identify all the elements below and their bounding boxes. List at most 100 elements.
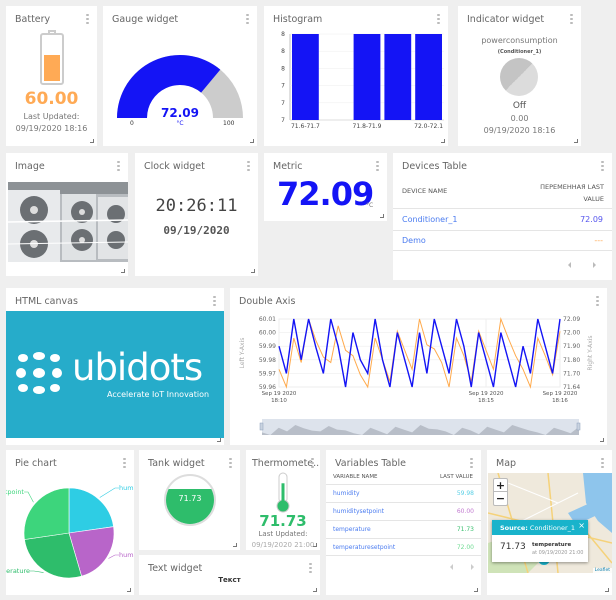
resize-handle[interactable] [600,438,604,442]
popup-source: Conditioner_1 [529,524,575,532]
widget-title: Thermomete... [252,458,320,469]
left-y-tick-label: 59.98 [259,357,276,364]
widget-title: Tank widget [148,458,205,469]
pie-label-connector [30,570,44,573]
widget-menu-icon[interactable] [229,458,232,468]
widget-title: Image [15,161,45,172]
map-attribution-link[interactable]: Leaflet [592,568,612,573]
gauge-value: 72.09 [161,106,199,120]
widget-menu-icon[interactable] [601,458,604,468]
tank-gauge: 71.73 [164,474,216,526]
double-axis-chart: 60.01 72.09 60.00 72.00 59.99 71.90 59.98 71.80… [239,316,594,435]
x-tick-label: Sep 19 2020 [262,391,297,397]
image-widget: Image [6,153,128,276]
ubidots-banner: ubidots Accelerate IoT Innovation [6,311,224,438]
resize-handle[interactable] [121,269,125,273]
pie-chart: humidit hum temperature tpoint [6,484,134,579]
device-value: 72.09 [580,214,603,224]
y-tick-label: 8 [281,31,285,38]
navigator-handle-left [259,422,264,431]
pie-slice-label: temperature [6,567,30,575]
widget-menu-icon[interactable] [117,161,120,171]
widget-menu-icon[interactable] [247,161,250,171]
indicator-value: 0.00 [510,114,529,123]
tank-widget: Tank widget 71.73 [139,450,240,550]
histogram-bar [353,34,381,120]
right-y-tick-label: 71.90 [563,343,580,350]
right-y-tick-label: 71.80 [563,357,580,364]
next-page-icon[interactable] [471,564,474,570]
device-name-link[interactable]: Conditioner_1 [402,214,458,224]
right-y-tick-label: 71.64 [563,384,580,391]
table-row[interactable]: Conditioner_1 72.09 [393,208,612,229]
text-widget-content: Текст [218,576,241,584]
variable-name-link[interactable]: temperature [333,526,371,533]
table-row[interactable]: humiditysetpoint 60.00 [326,502,481,520]
resize-handle[interactable] [474,588,478,592]
widget-menu-icon[interactable] [311,458,314,468]
battery-widget: Battery 60.00 Last Updated: 09/19/2020 1… [6,6,97,146]
next-page-icon[interactable] [593,262,596,268]
pie-slice-temperaturesetpoint [23,487,70,540]
map-canvas[interactable]: + − Source: Conditioner_1 × 71.73 temper… [488,473,612,573]
popup-time: at 09/19/2020 21:00 [532,550,584,556]
double-axis-widget: Double Axis 60.01 72.09 60.00 72.00 59.99 71.… [230,288,607,445]
clock-time: 20:26:11 [155,196,238,216]
x-tick-label: Sep 19 2020 [543,391,578,397]
resize-handle[interactable] [605,588,609,592]
metric-widget: Metric 72.09 °C [264,153,387,221]
widget-menu-icon[interactable] [86,14,89,24]
resize-handle[interactable] [313,588,317,592]
variable-value: 60.00 [456,508,474,515]
widget-menu-icon[interactable] [246,14,249,24]
last-updated-label: Last Updated: [258,530,308,538]
popup-close-button[interactable]: × [578,521,585,530]
resize-handle[interactable] [313,543,317,547]
widget-title: Histogram [273,14,323,25]
widget-menu-icon[interactable] [123,458,126,468]
navigator-series [262,425,579,435]
resize-handle[interactable] [127,588,131,592]
widget-menu-icon[interactable] [437,14,440,24]
prev-page-icon[interactable] [450,564,453,570]
histogram-widget: Histogram 7 7 7 8 8 8 71.6-71.7 71.8-71.9 72.0-7… [264,6,448,146]
widget-menu-icon[interactable] [309,563,312,573]
table-row[interactable]: humidity 59.98 [326,484,481,502]
zoom-out-button[interactable]: − [493,492,508,506]
devices-table-widget: Devices Table DEVICE NAME ПЕРЕМЕННАЯ LAS… [393,153,612,280]
prev-page-icon[interactable] [568,262,571,268]
pie-chart-widget: Pie chart humidit hum temperature tpoint [6,450,134,595]
resize-handle[interactable] [233,543,237,547]
widget-menu-icon[interactable] [470,458,473,468]
table-row[interactable]: Demo --- [393,230,612,251]
device-name-link[interactable]: Demo [402,236,426,245]
clock-date: 09/19/2020 [163,224,230,237]
widget-menu-icon[interactable] [601,161,604,171]
histogram-bar [384,34,412,120]
variable-name-link[interactable]: humidity [333,490,360,497]
clock-widget: Clock widget 20:26:11 09/19/2020 [135,153,258,276]
left-y-tick-label: 59.99 [259,343,276,350]
widget-menu-icon[interactable] [570,14,573,24]
table-row[interactable]: temperaturesetpoint 72.00 [326,538,481,556]
resize-handle[interactable] [441,139,445,143]
y-tick-label: 7 [281,100,285,107]
zoom-in-button[interactable]: + [493,478,508,492]
navigator-handle-right [576,422,581,431]
widget-menu-icon[interactable] [596,296,599,306]
widget-menu-icon[interactable] [213,296,216,306]
pie-slice-label: humidit [119,484,134,492]
resize-handle[interactable] [574,139,578,143]
table-row[interactable]: temperature 71.73 [326,520,481,538]
widget-menu-icon[interactable] [376,161,379,171]
variable-name-link[interactable]: humiditysetpoint [333,508,384,515]
resize-handle[interactable] [380,214,384,218]
device-value: --- [594,236,603,245]
resize-handle[interactable] [217,438,221,442]
variable-name-link[interactable]: temperaturesetpoint [333,543,396,551]
resize-handle[interactable] [251,269,255,273]
resize-handle[interactable] [250,139,254,143]
gauge-widget: Gauge widget 0 100 72.09 °C [103,6,257,146]
widget-title: Text widget [148,563,203,574]
resize-handle[interactable] [90,139,94,143]
